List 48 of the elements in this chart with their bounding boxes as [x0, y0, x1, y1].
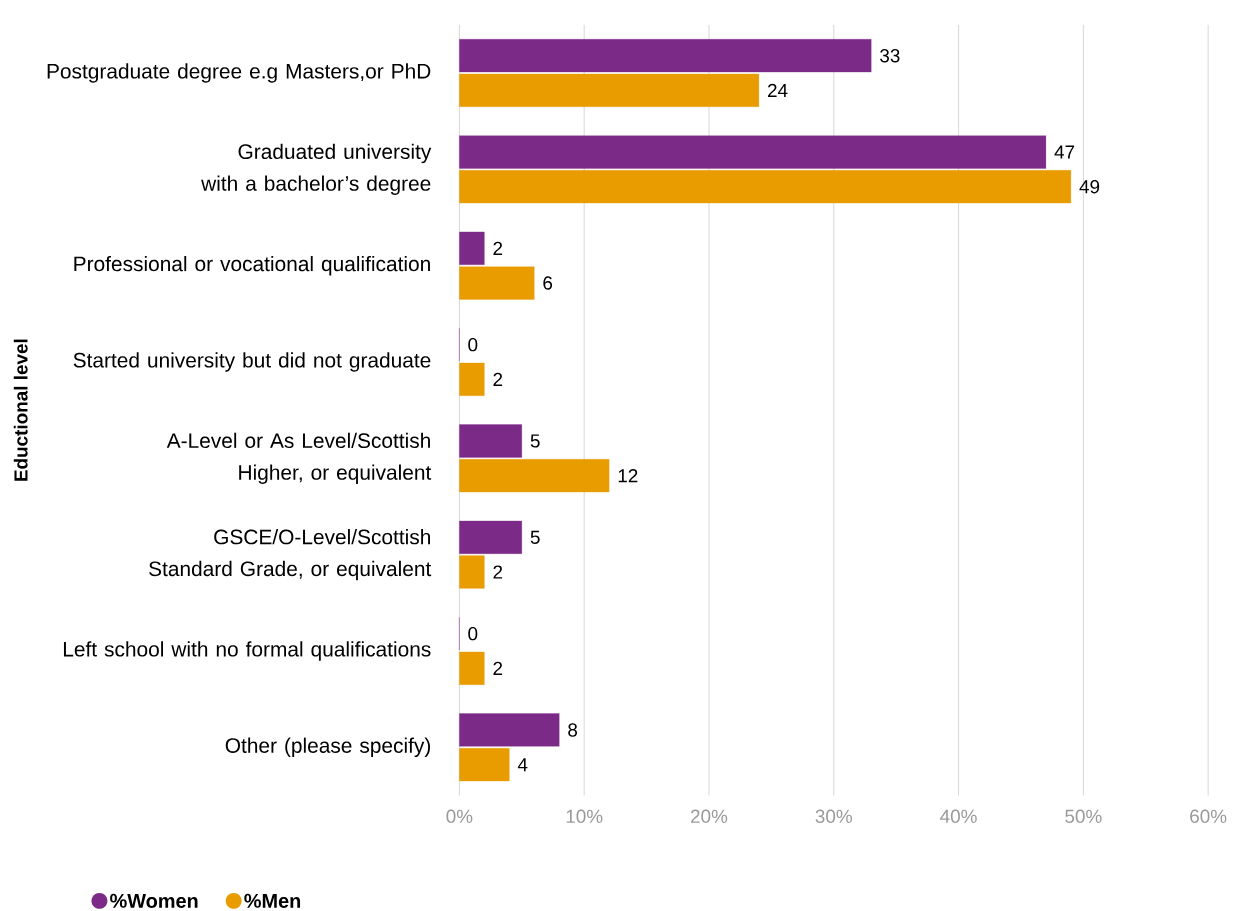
bar [459, 459, 610, 493]
data-label: 0 [468, 627, 478, 641]
bar [459, 555, 485, 589]
legend-label: %Women [110, 893, 198, 908]
bar [459, 362, 485, 396]
data-label: 2 [493, 565, 503, 579]
bar [459, 748, 510, 782]
data-label: 2 [493, 372, 503, 387]
y-tick-label: A-Level or As Level/Scottish Higher, or equivalent [166, 432, 432, 485]
data-label: 5 [530, 434, 540, 448]
x-tick-label: 50% [1065, 809, 1102, 824]
x-tick-label: 0% [446, 809, 473, 824]
x-tick-label: 60% [1190, 809, 1227, 824]
bar [459, 39, 872, 73]
data-label: 2 [493, 241, 503, 256]
bar [459, 231, 485, 265]
y-tick-label: Postgraduate degree e.g Masters,or PhD [47, 63, 431, 83]
bar [459, 135, 1047, 169]
bar [459, 170, 1072, 204]
bar [459, 73, 760, 107]
data-label: 49 [1079, 180, 1100, 194]
data-label: 4 [517, 758, 528, 772]
legend-label: %Men [244, 893, 301, 908]
y-tick-label: Left school with no formal qualifications [63, 641, 431, 661]
bar [459, 520, 522, 554]
data-label: 6 [543, 276, 553, 290]
data-label: 12 [618, 469, 638, 483]
data-label: 33 [880, 49, 900, 63]
data-label: 0 [468, 338, 478, 352]
data-label: 47 [1054, 145, 1075, 159]
y-tick-label: Graduated university with a bachelor’s degree [201, 143, 432, 196]
bar [459, 266, 535, 300]
bar [459, 713, 560, 747]
y-tick-label: Started university but did not graduate [73, 352, 431, 372]
x-tick-label: 20% [691, 809, 728, 824]
data-label: 2 [493, 661, 503, 676]
data-label: 24 [768, 83, 788, 98]
y-axis-title: Eductional level [13, 339, 28, 481]
data-label: 5 [530, 530, 540, 544]
y-tick-label: GSCE/O-Level/Scottish Standard Grade, or equivalent [149, 529, 432, 581]
x-tick-label: 30% [815, 809, 852, 824]
y-tick-label: Professional or vocational qualification [74, 256, 430, 276]
y-tick-label: Other (please specify) [225, 737, 431, 758]
x-tick-label: 40% [940, 809, 977, 824]
bar [459, 424, 522, 458]
x-tick-label: 10% [566, 809, 603, 824]
data-label: 8 [568, 723, 578, 737]
bar [459, 651, 485, 685]
